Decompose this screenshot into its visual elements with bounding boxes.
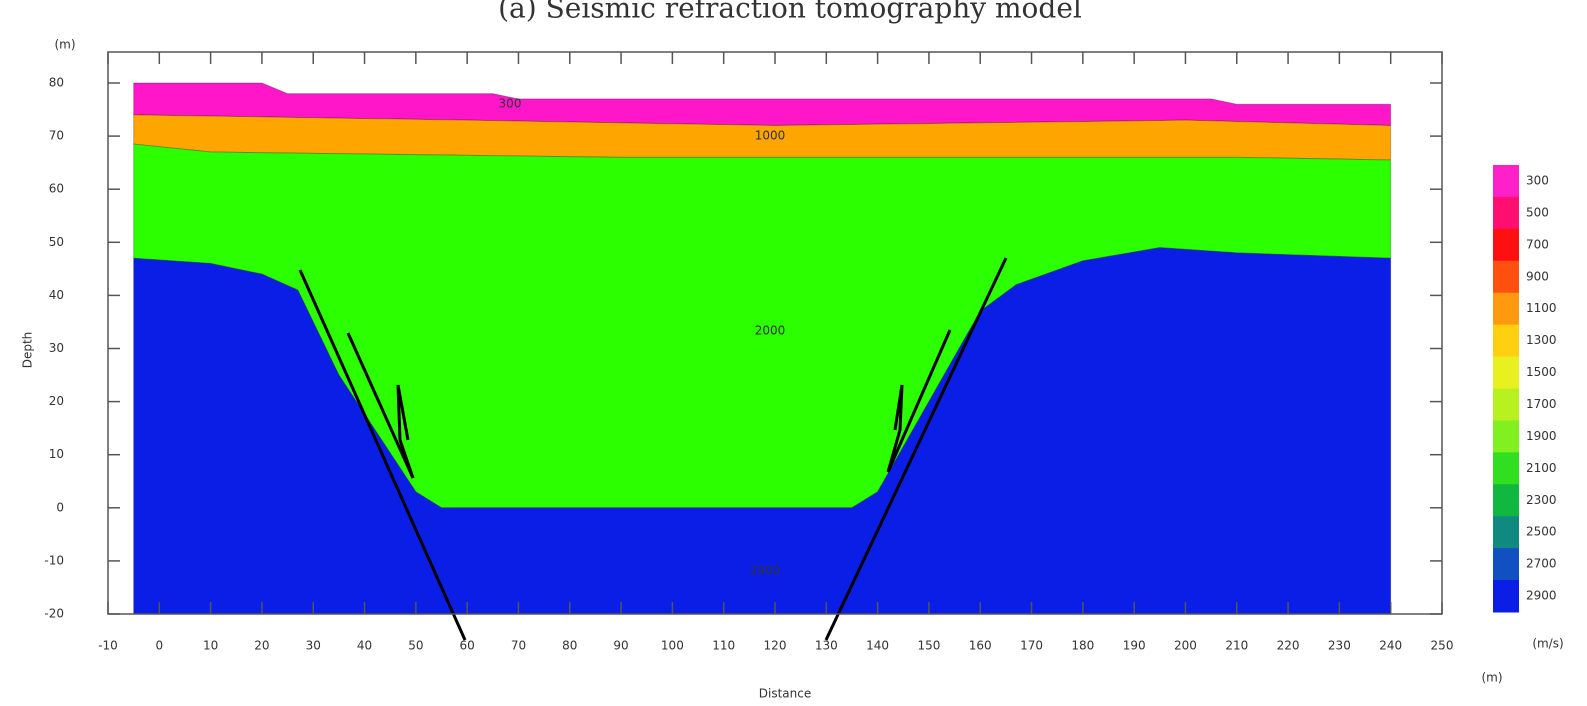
colorbar-label: 1500 xyxy=(1526,365,1557,379)
colorbar-swatch xyxy=(1493,580,1519,613)
colorbar-swatch xyxy=(1493,548,1519,581)
x-tick-label: 130 xyxy=(815,639,838,653)
y-axis-label: Depth xyxy=(21,332,35,369)
colorbar-label: 500 xyxy=(1526,205,1549,219)
colorbar-label: 2300 xyxy=(1526,493,1557,507)
chart-title: (a) Seismic refraction tomography model xyxy=(498,0,1082,25)
layer-label: 300 xyxy=(499,97,522,111)
x-tick-label: 20 xyxy=(254,639,269,653)
colorbar-swatch xyxy=(1493,452,1519,485)
colorbar-label: 2100 xyxy=(1526,461,1557,475)
x-tick-label: 200 xyxy=(1174,639,1197,653)
x-tick-label: 190 xyxy=(1123,639,1146,653)
x-tick-label: 120 xyxy=(764,639,787,653)
x-tick-label: 0 xyxy=(155,639,163,653)
layer xyxy=(133,247,1392,615)
y-tick-label: 70 xyxy=(49,129,64,143)
x-tick-label: 50 xyxy=(408,639,423,653)
colorbar-label: 2900 xyxy=(1526,589,1557,603)
colorbar-swatch xyxy=(1493,196,1519,230)
x-tick-label: 70 xyxy=(511,639,526,653)
fault-line xyxy=(298,269,467,641)
y-tick-label: 30 xyxy=(49,341,64,355)
x-tick-label: 110 xyxy=(712,639,735,653)
layers: 300 1000 2000 2900 xyxy=(133,82,1392,615)
colorbar-swatch xyxy=(1493,356,1519,389)
layer-label: 1000 xyxy=(755,129,786,143)
colorbar-swatch xyxy=(1493,420,1519,453)
x-tick-label: 140 xyxy=(866,639,889,653)
colorbar-swatch xyxy=(1493,260,1519,294)
x-tick-label: 100 xyxy=(661,639,684,653)
colorbar-label: 2700 xyxy=(1526,557,1557,571)
x-tick-label: 60 xyxy=(460,639,475,653)
fault-arrow xyxy=(886,329,952,473)
x-tick-label: 240 xyxy=(1379,639,1402,653)
colorbar-label: 1900 xyxy=(1526,429,1557,443)
y-tick-label: -20 xyxy=(44,607,64,621)
x-axis-label: Distance xyxy=(759,687,811,701)
colorbar-swatch xyxy=(1493,324,1519,358)
x-tick-label: 160 xyxy=(969,639,992,653)
y-tick-label: 10 xyxy=(49,447,64,461)
layer-label: 2000 xyxy=(755,324,786,338)
colorbar-swatch xyxy=(1493,165,1519,198)
x-tick-label: 150 xyxy=(917,639,940,653)
x-tick-label: 210 xyxy=(1225,639,1248,653)
x-tick-label: 80 xyxy=(562,639,577,653)
y-tick-label: 50 xyxy=(49,235,64,249)
y-tick-label: 20 xyxy=(49,394,64,408)
colorbar-unit: (m/s) xyxy=(1532,637,1563,651)
x-tick-label: 250 xyxy=(1431,639,1454,653)
x-unit: (m) xyxy=(1481,671,1502,685)
colorbar-label: 2500 xyxy=(1526,525,1557,539)
colorbar-label: 900 xyxy=(1526,269,1549,283)
colorbar-swatch xyxy=(1493,388,1519,421)
y-tick-label: 60 xyxy=(49,182,64,196)
colorbar-label: 1300 xyxy=(1526,333,1557,347)
x-tick-label: 40 xyxy=(357,639,372,653)
colorbar-label: 300 xyxy=(1526,173,1549,187)
y-tick-label: 40 xyxy=(49,288,64,302)
x-tick-label: 230 xyxy=(1328,639,1351,653)
layer-label: 2900 xyxy=(750,564,781,578)
x-tick-label: 220 xyxy=(1277,639,1300,653)
colorbar-label: 1100 xyxy=(1526,301,1557,315)
x-tick-label: 90 xyxy=(613,639,628,653)
y-tick-label: -10 xyxy=(44,553,64,567)
colorbar-label: 700 xyxy=(1526,237,1549,251)
x-tick-label: 170 xyxy=(1020,639,1043,653)
x-tick-label: 180 xyxy=(1071,639,1094,653)
colorbar-swatch xyxy=(1493,292,1519,326)
fault-line xyxy=(824,257,1008,641)
x-tick-label: 10 xyxy=(203,639,218,653)
x-tick-label: -10 xyxy=(98,639,118,653)
x-tick-label: 30 xyxy=(306,639,321,653)
colorbar-swatch xyxy=(1493,228,1519,262)
y-tick-label: 0 xyxy=(56,500,64,514)
faults xyxy=(298,257,1008,641)
fault-arrow xyxy=(346,332,415,479)
colorbar-swatch xyxy=(1493,516,1519,549)
y-unit: (m) xyxy=(54,38,75,52)
y-tick-label: 80 xyxy=(49,76,64,90)
colorbar-swatch xyxy=(1493,484,1519,517)
colorbar-label: 1700 xyxy=(1526,397,1557,411)
